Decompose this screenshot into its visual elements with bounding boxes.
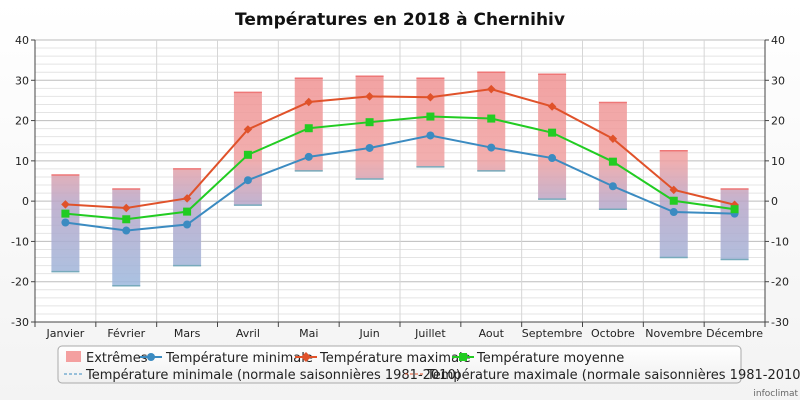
series-2-point-3: [182, 194, 192, 203]
series-3-point-5: [304, 124, 313, 133]
series-3-point-2: [122, 215, 131, 224]
x-axis: Janvier Février Mars Avril Mai Juin Juillet Aou…: [46, 327, 764, 340]
legend-tmoy[interactable]: Température moyenne: [476, 351, 624, 366]
legend: Extrêmes Température minimale Températur…: [57, 345, 800, 384]
x-tick-label: Juillet: [414, 327, 446, 340]
series-2-point-2: [122, 203, 131, 213]
y-tick-label-right: 30: [771, 74, 785, 87]
grid: [35, 39, 765, 323]
series-2-point-4: [243, 125, 253, 134]
y-tick-label-right: -30: [771, 316, 789, 329]
legend-extremes[interactable]: Extrêmes: [86, 351, 148, 366]
legend-swatch-extremes: [66, 351, 81, 362]
series-3-point-10: [608, 157, 617, 166]
axes: [34, 40, 766, 327]
extremes-bar-12: [720, 189, 749, 260]
chart-title: Températures en 2018 à Chernihiv: [235, 10, 565, 30]
y-tick-label-left: -30: [11, 316, 29, 329]
series-3-point-8: [487, 114, 496, 123]
series-3-point-1: [61, 209, 70, 218]
y-tick-label-left: -20: [11, 276, 29, 289]
series-1-point-6: [365, 143, 374, 152]
x-tick-label: Septembre: [522, 327, 583, 340]
extremes-bar-10: [598, 102, 627, 210]
series-3-point-4: [243, 150, 252, 159]
series-2-point-8: [487, 84, 496, 94]
series-3-point-12: [730, 205, 739, 214]
legend-tmin[interactable]: Température minimale: [165, 351, 313, 366]
y-axis-left: -30 -20 -10 0 10 20 30 40: [11, 34, 35, 329]
y-tick-label-right: -10: [771, 235, 789, 248]
legend-marker-tmax: [301, 352, 311, 362]
series-1-point-7: [426, 131, 435, 140]
extremes-bar-2: [112, 189, 141, 286]
x-tick-label: Janvier: [46, 327, 85, 340]
series-1-point-3: [183, 220, 192, 229]
y-tick-label-left: 10: [15, 155, 29, 168]
y-tick-label-right: -20: [771, 276, 789, 289]
y-tick-label-right: 0: [771, 195, 778, 208]
series-1-point-9: [548, 154, 557, 163]
x-tick-label: Mai: [299, 327, 318, 340]
series-1-point-1: [61, 218, 70, 227]
legend-tmax[interactable]: Température maximale: [319, 351, 471, 366]
series-lines: [61, 84, 739, 235]
legend-marker-tmoy: [459, 353, 467, 361]
series-1-point-2: [122, 226, 131, 235]
series-3-point-7: [426, 112, 435, 121]
x-tick-label: Février: [107, 327, 145, 340]
y-tick-label-right: 20: [771, 115, 785, 128]
series-3-point-11: [669, 196, 678, 205]
y-tick-label-right: 10: [771, 155, 785, 168]
series-line-3: [65, 115, 735, 221]
legend-norm-min[interactable]: Température minimale (normale saisonnièr…: [85, 368, 461, 383]
x-tick-label: Avril: [236, 327, 260, 340]
y-tick-label-left: 0: [22, 195, 29, 208]
series-2-point-5: [304, 97, 313, 107]
extremes-bar-7: [416, 78, 445, 167]
y-tick-label-left: -10: [11, 235, 29, 248]
x-tick-label: Décembre: [706, 327, 763, 340]
series-3-point-6: [365, 118, 374, 127]
series-2-point-6: [365, 92, 374, 101]
extremes-bar-6: [355, 76, 384, 179]
x-tick-label: Juin: [358, 327, 379, 340]
series-1-point-11: [669, 208, 678, 217]
series-line-1: [65, 134, 735, 232]
y-tick-label-left: 30: [15, 74, 29, 87]
x-tick-label: Novembre: [645, 327, 702, 340]
y-tick-label-left: 20: [15, 115, 29, 128]
series-3-point-9: [548, 128, 557, 137]
series-line-2: [65, 88, 735, 209]
y-tick-label-right: 40: [771, 34, 785, 47]
x-tick-label: Aout: [479, 327, 505, 340]
y-tick-label-left: 40: [15, 34, 29, 47]
x-tick-label: Octobre: [591, 327, 635, 340]
series-3-point-3: [183, 207, 192, 216]
series-1-point-8: [487, 143, 496, 152]
series-1-point-5: [304, 152, 313, 161]
x-tick-label: Mars: [174, 327, 201, 340]
series-1-point-10: [608, 182, 617, 191]
series-2-point-7: [426, 92, 435, 102]
legend-norm-max[interactable]: Température maximale (normale saisonnièr…: [426, 368, 800, 383]
legend-marker-tmin: [147, 353, 155, 361]
y-axis-right: -30 -20 -10 0 10 20 30 40: [765, 34, 789, 329]
series-1-point-4: [243, 176, 252, 185]
legend-box: [57, 345, 742, 384]
credit: infoclimat: [753, 389, 798, 399]
